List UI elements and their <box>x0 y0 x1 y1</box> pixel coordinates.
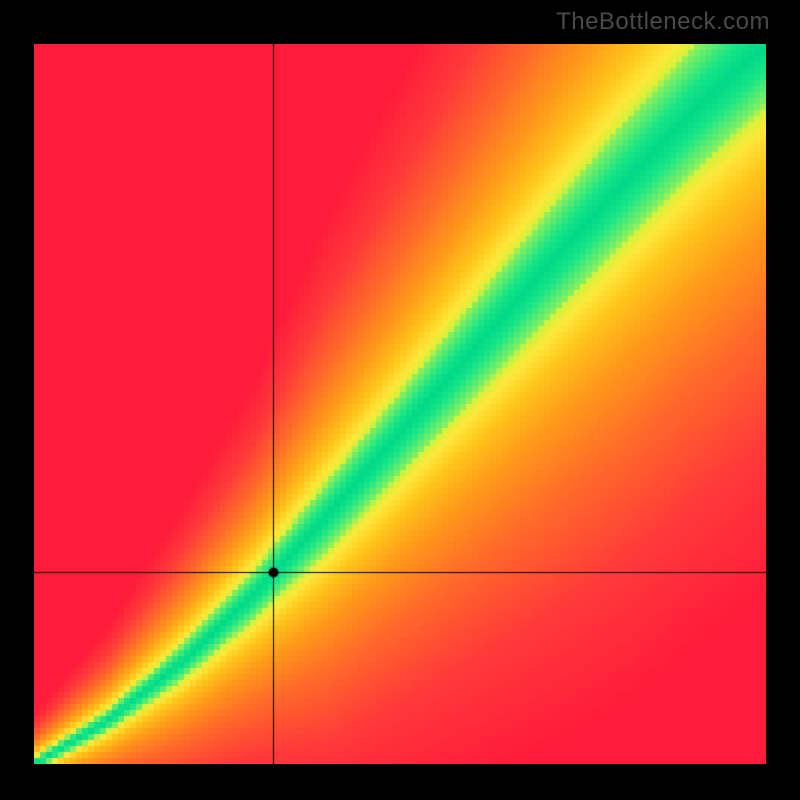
watermark-text: TheBottleneck.com <box>556 8 770 36</box>
plot-area <box>34 44 766 764</box>
bottleneck-heatmap <box>34 44 766 764</box>
chart-frame: TheBottleneck.com <box>0 0 800 800</box>
